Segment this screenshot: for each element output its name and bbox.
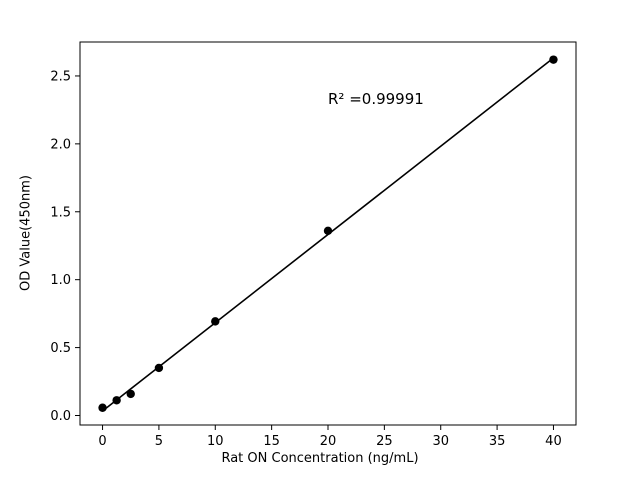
data-point [211,317,220,326]
x-tick-label: 15 [263,434,280,449]
y-tick-label: 0.5 [50,341,71,356]
data-point [126,389,135,399]
y-axis-label: OD Value(450nm) [18,175,34,291]
y-tick-label: 1.0 [50,273,71,288]
x-tick-label: 10 [207,434,224,449]
y-tick-label: 0.0 [50,409,71,424]
x-tick-label: 35 [489,434,506,449]
data-point [154,363,164,373]
data-point [323,226,333,235]
x-tick-label: 40 [545,434,562,449]
data-point [112,396,121,405]
y-tick-label: 2.0 [50,137,71,152]
x-tick-label: 30 [432,434,449,449]
x-tick-label: 5 [155,434,163,449]
x-tick-label: 25 [376,434,393,449]
r-squared-annotation: R² =0.99991 [328,90,424,108]
x-tick-label: 20 [320,434,337,449]
x-axis-label: Rat ON Concentration (ng/mL) [221,451,419,466]
y-tick-label: 2.5 [50,69,71,84]
y-tick-label: 1.5 [50,205,71,220]
data-point [98,403,107,412]
x-tick-label: 0 [98,434,106,449]
data-point [549,55,558,64]
